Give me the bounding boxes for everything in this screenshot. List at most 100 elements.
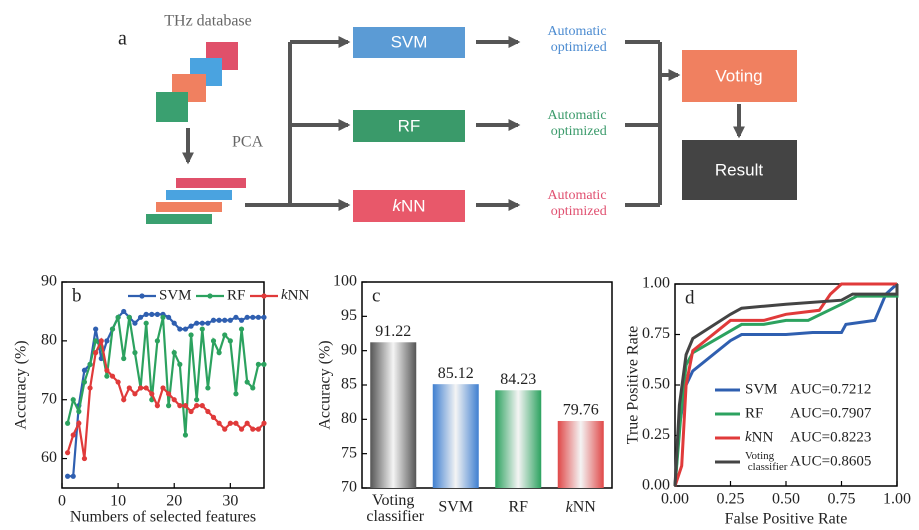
point xyxy=(166,403,172,409)
result-box xyxy=(682,140,797,200)
point xyxy=(160,314,166,320)
point xyxy=(199,403,205,409)
point xyxy=(104,338,110,344)
point xyxy=(210,317,217,323)
legend-marker xyxy=(139,293,145,299)
point xyxy=(216,420,222,426)
point xyxy=(244,379,250,385)
x-tick-label: 0.50 xyxy=(772,491,800,508)
panel-label: c xyxy=(372,285,380,306)
y-tick-label: 85 xyxy=(341,376,357,393)
point xyxy=(104,367,110,373)
point xyxy=(182,432,189,438)
database-label: THz database xyxy=(164,13,252,30)
legend-label: kNN xyxy=(745,429,774,445)
point xyxy=(188,323,194,329)
x-tick-label: 30 xyxy=(222,493,238,510)
voting-box xyxy=(682,50,797,102)
point xyxy=(149,391,155,397)
value-label: 85.12 xyxy=(438,365,474,382)
point xyxy=(171,350,177,356)
y-tick-label: 1.00 xyxy=(642,275,670,292)
svm-box xyxy=(353,27,465,58)
point xyxy=(81,379,88,385)
connector xyxy=(625,40,662,207)
classifier-label: RF xyxy=(398,116,421,135)
point xyxy=(233,314,239,320)
point xyxy=(171,320,177,326)
legend-label: RF xyxy=(227,287,245,303)
point xyxy=(149,311,155,317)
point xyxy=(244,420,250,426)
point xyxy=(261,420,267,426)
point xyxy=(216,317,222,323)
point xyxy=(233,391,239,397)
reduced-icon xyxy=(146,178,246,224)
point xyxy=(76,408,82,415)
x-tick-label: RF xyxy=(508,499,528,516)
classifier-label: SVM xyxy=(391,32,428,51)
status-label: Automatic optimized xyxy=(547,24,607,55)
point xyxy=(93,326,99,332)
point xyxy=(194,403,200,409)
point xyxy=(70,397,76,403)
point xyxy=(121,355,127,362)
point xyxy=(65,420,71,426)
point xyxy=(238,426,245,432)
panel-label: a xyxy=(118,28,127,50)
point xyxy=(143,311,149,317)
y-tick-label: 100 xyxy=(333,273,357,290)
point xyxy=(227,338,233,344)
legend-auc: AUC=0.7907 xyxy=(790,405,872,421)
point xyxy=(227,317,233,323)
legend-label: SVM xyxy=(745,381,778,397)
point xyxy=(126,385,132,391)
legend-auc: AUC=0.8223 xyxy=(790,429,871,445)
point xyxy=(205,408,211,415)
point xyxy=(182,403,189,409)
point xyxy=(121,308,127,315)
legend-marker xyxy=(207,293,213,299)
status-label: Automatic optimized xyxy=(547,188,607,219)
bar xyxy=(370,342,417,488)
point xyxy=(255,361,261,367)
x-tick-label: 0 xyxy=(58,493,66,510)
point xyxy=(137,385,144,391)
point xyxy=(222,426,228,432)
point xyxy=(216,350,222,356)
x-tick-label: 0.00 xyxy=(661,491,689,508)
x-tick-label: SVM xyxy=(438,499,473,516)
point xyxy=(222,317,228,323)
value-label: 79.76 xyxy=(563,402,599,419)
point xyxy=(126,314,132,320)
y-tick-label: 0.25 xyxy=(642,426,670,443)
point xyxy=(171,397,177,403)
database-icon xyxy=(156,42,238,122)
point xyxy=(87,385,93,391)
plot-frame xyxy=(61,281,265,489)
bar xyxy=(432,384,479,488)
value-label: 84.23 xyxy=(500,371,536,388)
y-tick-label: 90 xyxy=(341,341,357,358)
point xyxy=(160,385,166,391)
y-axis-label: True Positive Rate xyxy=(625,326,642,445)
point xyxy=(87,361,93,367)
status-label: Automatic optimized xyxy=(547,108,607,139)
point xyxy=(244,314,250,320)
point xyxy=(210,414,217,420)
point xyxy=(210,338,217,344)
point xyxy=(137,314,144,320)
point xyxy=(177,361,183,367)
point xyxy=(109,373,116,379)
knn-box xyxy=(353,190,465,222)
point xyxy=(81,367,88,373)
point xyxy=(81,455,88,462)
series-line xyxy=(673,284,899,487)
point xyxy=(65,450,71,456)
y-tick-label: 70 xyxy=(41,390,57,407)
panel-label: d xyxy=(685,287,695,308)
point xyxy=(255,314,261,320)
y-tick-label: 0.50 xyxy=(642,376,670,393)
point xyxy=(121,397,127,403)
y-tick-label: 0.00 xyxy=(642,477,670,494)
